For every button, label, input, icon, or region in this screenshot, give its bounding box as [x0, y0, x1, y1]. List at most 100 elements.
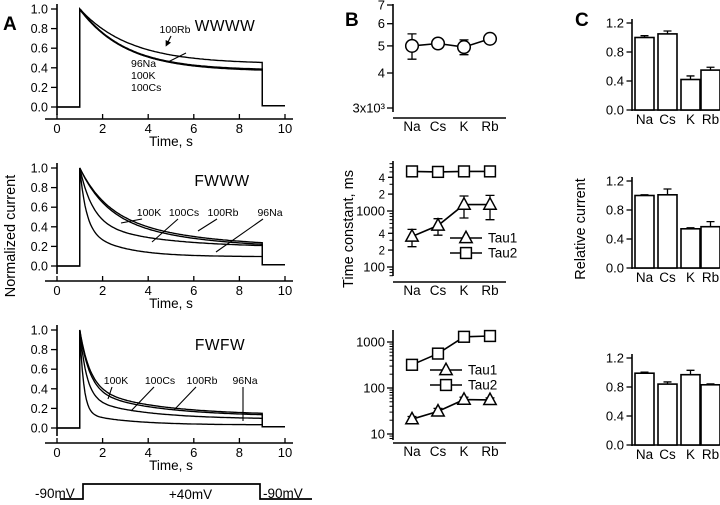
- legend-label: Tau2: [488, 246, 517, 261]
- trace-100K: [57, 329, 285, 429]
- y-tick-label: 2: [379, 246, 385, 258]
- data-point-K: [457, 165, 471, 178]
- annotations: 100K 100Cs 100Rb 96Na: [120, 207, 283, 253]
- legend-marker-Tau1: [438, 361, 454, 376]
- trace-label: 100Cs: [169, 207, 199, 219]
- y-tick-label: 1000: [356, 204, 385, 219]
- chart-C1: 0.0 0.4 0.8 1.2 Na Cs K Rb: [606, 16, 720, 127]
- series-line: [411, 38, 491, 48]
- trace-96Na: [57, 167, 285, 267]
- y-tick-label: 1.0: [31, 3, 48, 17]
- data-point-Cs: [430, 217, 446, 231]
- error-bar: [706, 220, 715, 227]
- trace-label: 100Rb: [187, 375, 218, 387]
- y-tick-label: 0.8: [31, 22, 48, 36]
- c-y-axis-title: Relative current: [573, 178, 589, 280]
- x-tick-label: Na: [636, 112, 654, 127]
- data-point-Na: [404, 410, 420, 425]
- data-point-Na: [405, 165, 419, 178]
- y-tick-label: 0.0: [31, 260, 48, 274]
- trace-label: 100K: [131, 70, 156, 82]
- y-tick-label: 0.0: [606, 438, 624, 453]
- voltage-protocol-trace: [60, 483, 312, 500]
- panel-c-label: C: [575, 10, 589, 31]
- traces: [57, 6, 285, 108]
- y-tick-label: 7: [378, 0, 385, 12]
- x-tick-label: 8: [236, 121, 243, 136]
- bar-Cs: [657, 33, 678, 111]
- x-tick-label: K: [686, 270, 695, 285]
- trace-label: 100Cs: [131, 82, 161, 94]
- y-tick-label: 0.4: [31, 61, 48, 75]
- y-tick-label: 100: [363, 260, 385, 275]
- x-tick-label: 2: [99, 121, 106, 136]
- pointer-line: [197, 218, 218, 232]
- a-y-axis-title: Normalized current: [3, 174, 19, 298]
- data-point-Cs: [431, 165, 445, 179]
- x-tick-label: 4: [145, 445, 152, 460]
- x-axis: 0 2 4 6 8 10 Time, s: [45, 438, 293, 473]
- y-tick-label: 1.0: [31, 162, 48, 176]
- data-point-K: [456, 391, 472, 405]
- x-tick-label: Na: [403, 283, 421, 298]
- y-tick-label: 0.8: [606, 203, 624, 218]
- x-tick-label: Cs: [430, 283, 447, 298]
- chart-A3: 0.0 0.2 0.4 0.6 0.8 1.0 0 2 4 6 8 10 Time, s FWFW 100K…: [31, 324, 293, 473]
- legend-marker-Tau2: [439, 378, 453, 392]
- y-tick-label: 0.2: [31, 240, 48, 254]
- bar-K: [680, 373, 701, 446]
- construct-label: WWWW: [195, 18, 256, 35]
- annotations: 100K 100Cs 100Rb 96Na: [104, 375, 258, 421]
- y-tick-label: 0.0: [606, 261, 624, 276]
- trace-label: 100K: [137, 207, 162, 219]
- series-Tau1: [404, 194, 498, 248]
- legend-label: Tau2: [468, 378, 497, 393]
- x-axis-title: Time, s: [149, 296, 193, 311]
- x-axis: 0 2 4 6 8 10 Time, s: [45, 276, 293, 311]
- x-tick-label: Rb: [702, 112, 719, 127]
- x-tick-label: K: [459, 119, 468, 134]
- x-tick-label: 2: [99, 445, 106, 460]
- x-axis: Na Cs K Rb: [632, 444, 719, 462]
- y-tick-label: 0.8: [606, 45, 624, 60]
- panel-a-label: A: [3, 14, 17, 35]
- data-point-Rb: [483, 165, 497, 178]
- x-tick-label: 0: [53, 121, 60, 136]
- protocol-pre-label: -90mV: [35, 486, 75, 501]
- chart-C2: 0.0 0.4 0.8 1.2 Na Cs K Rb: [606, 174, 720, 285]
- pointer-line: [215, 218, 264, 253]
- arrowhead: [165, 39, 172, 47]
- y-tick-label: 100: [363, 381, 385, 396]
- y-tick-label: 0.8: [31, 343, 48, 357]
- y-tick-label: 0.6: [31, 363, 48, 377]
- series-Tau1: [404, 391, 498, 425]
- protocol-post-label: -90mV: [263, 486, 303, 501]
- x-axis-title: Time, s: [149, 458, 193, 473]
- y-axis: 0.0 0.2 0.4 0.6 0.8 1.0: [31, 3, 58, 115]
- series-data: [404, 31, 498, 60]
- bar-Na: [634, 194, 655, 269]
- y-tick-label: 0.4: [606, 232, 624, 247]
- data-point-K: [456, 40, 472, 55]
- y-axis: 3x10³ 4 5 6 7: [352, 0, 394, 116]
- y-tick-label: 10: [371, 427, 385, 442]
- y-axis: 0.0 0.4 0.8 1.2: [606, 351, 633, 453]
- trace-label: 96Na: [232, 375, 257, 387]
- trace-label: 100Cs: [145, 375, 175, 387]
- x-axis-title: Time, s: [149, 134, 193, 149]
- y-tick-label: 0.4: [31, 220, 48, 234]
- trace-100Cs: [57, 167, 285, 267]
- data-point-Na: [404, 38, 420, 53]
- trace-100Rb: [57, 329, 285, 429]
- trace-100Rb: [57, 7, 285, 108]
- y-tick-label: 2: [379, 190, 385, 202]
- data-point-Na: [404, 228, 420, 242]
- bar-Rb: [700, 225, 720, 269]
- y-tick-label: 4: [379, 173, 386, 185]
